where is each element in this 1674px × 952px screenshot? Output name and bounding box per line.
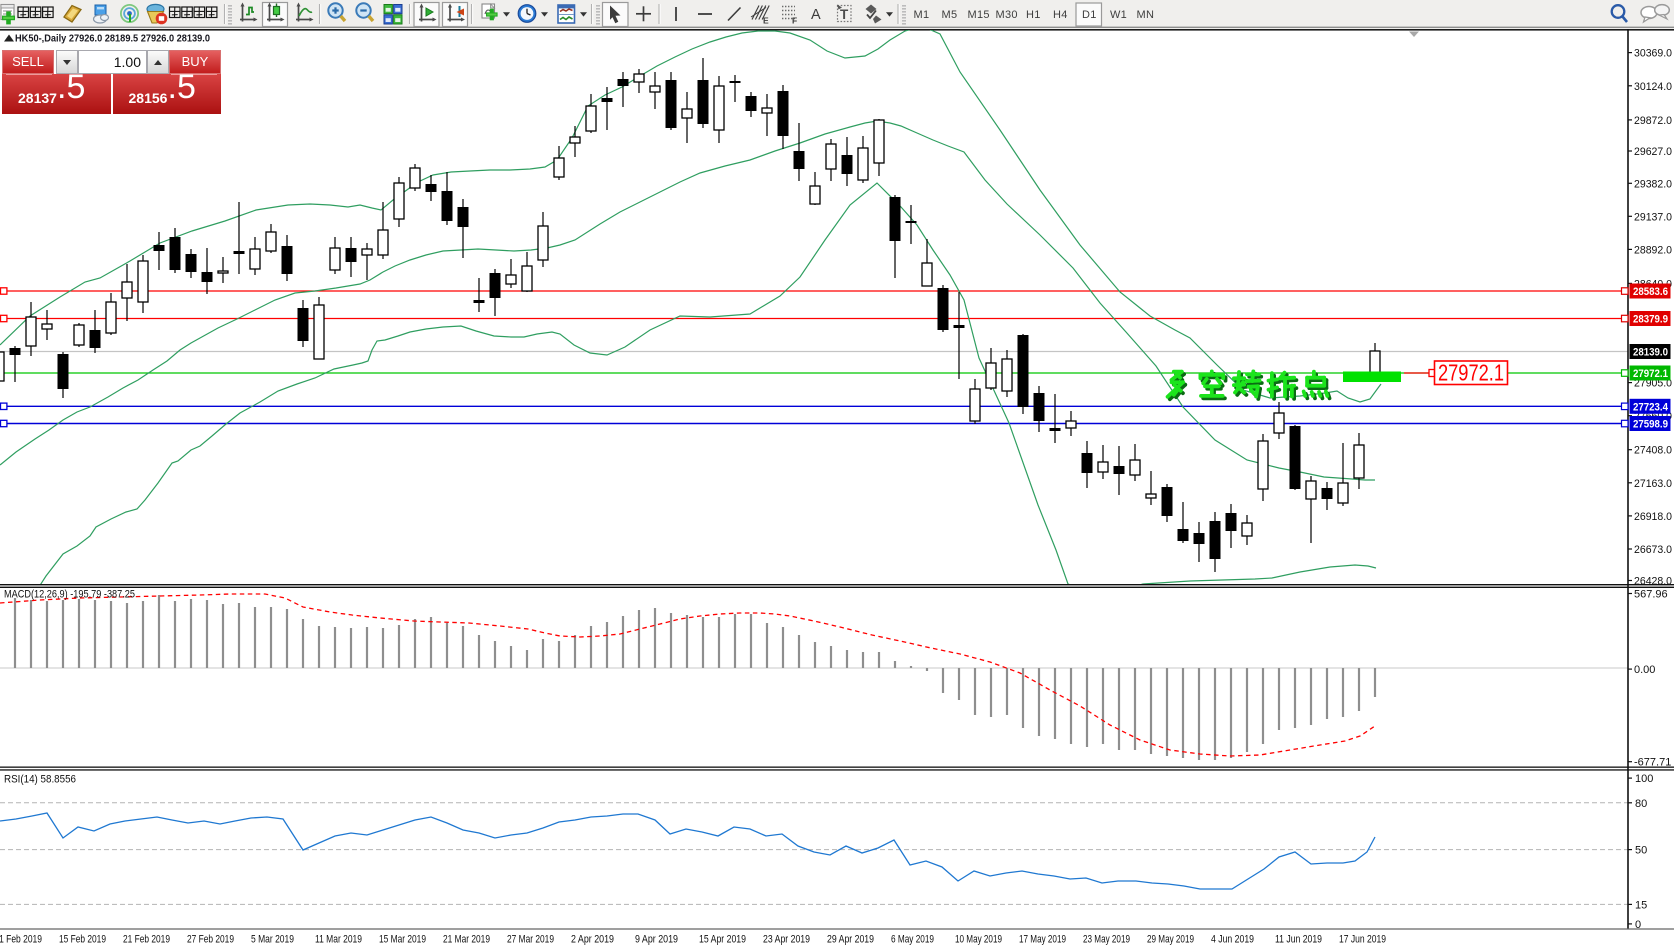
svg-text:F: F <box>792 16 797 26</box>
svg-text:15 Mar 2019: 15 Mar 2019 <box>379 934 426 946</box>
svg-text:10 May 2019: 10 May 2019 <box>955 934 1002 946</box>
svg-text:MN: MN <box>1137 9 1155 21</box>
svg-text:28139.0: 28139.0 <box>1633 347 1668 359</box>
svg-text:29137.0: 29137.0 <box>1634 211 1672 223</box>
svg-text:T: T <box>840 7 849 22</box>
svg-text:E: E <box>763 16 769 26</box>
svg-text:H1: H1 <box>1026 9 1041 21</box>
svg-text:26428.0: 26428.0 <box>1634 576 1672 588</box>
svg-text:30124.0: 30124.0 <box>1634 81 1672 93</box>
svg-text:27972.1: 27972.1 <box>1438 360 1504 386</box>
svg-text:27905.0: 27905.0 <box>1634 378 1672 390</box>
svg-text:27972.1: 27972.1 <box>1633 368 1668 380</box>
svg-text:17 May 2019: 17 May 2019 <box>1019 934 1066 946</box>
svg-text:9 Apr 2019: 9 Apr 2019 <box>635 934 678 946</box>
svg-text:15: 15 <box>1635 899 1647 911</box>
svg-text:21 Mar 2019: 21 Mar 2019 <box>443 934 490 946</box>
svg-text:D1: D1 <box>1082 9 1097 21</box>
svg-text:M1: M1 <box>914 9 930 21</box>
svg-text:23 Apr 2019: 23 Apr 2019 <box>763 934 810 946</box>
svg-text:80: 80 <box>1635 798 1647 810</box>
svg-text:11 Mar 2019: 11 Mar 2019 <box>315 934 362 946</box>
svg-text:6 May 2019: 6 May 2019 <box>891 934 934 946</box>
svg-text:5 Mar 2019: 5 Mar 2019 <box>251 934 294 946</box>
svg-text:27408.0: 27408.0 <box>1634 445 1672 457</box>
svg-text:29 Apr 2019: 29 Apr 2019 <box>827 934 874 946</box>
svg-text:26673.0: 26673.0 <box>1634 544 1672 556</box>
svg-text:11 Jun 2019: 11 Jun 2019 <box>1275 934 1322 946</box>
svg-text:0: 0 <box>1635 919 1641 931</box>
svg-text:50: 50 <box>1635 845 1647 857</box>
svg-text:29872.0: 29872.0 <box>1634 115 1672 127</box>
svg-text:4 Jun 2019: 4 Jun 2019 <box>1211 934 1254 946</box>
svg-text:RSI(14) 58.8556: RSI(14) 58.8556 <box>4 774 76 786</box>
svg-text:M5: M5 <box>942 9 958 21</box>
svg-text:21 Feb 2019: 21 Feb 2019 <box>123 934 170 946</box>
svg-text:M30: M30 <box>996 9 1018 21</box>
svg-text:23 May 2019: 23 May 2019 <box>1083 934 1130 946</box>
svg-text:28379.9: 28379.9 <box>1633 314 1668 326</box>
svg-text:27 Mar 2019: 27 Mar 2019 <box>507 934 554 946</box>
svg-text:0.00: 0.00 <box>1634 664 1655 676</box>
svg-text:MACD(12,26,9) -195.79 -387.25: MACD(12,26,9) -195.79 -387.25 <box>4 589 135 601</box>
svg-text:567.96: 567.96 <box>1634 589 1668 601</box>
svg-text:29 May 2019: 29 May 2019 <box>1147 934 1194 946</box>
svg-text:17 Jun 2019: 17 Jun 2019 <box>1339 934 1386 946</box>
svg-text:15 Apr 2019: 15 Apr 2019 <box>699 934 746 946</box>
svg-text:26918.0: 26918.0 <box>1634 511 1672 523</box>
svg-text:29627.0: 29627.0 <box>1634 146 1672 158</box>
svg-text:27723.4: 27723.4 <box>1633 401 1669 413</box>
svg-text:27598.9: 27598.9 <box>1633 419 1668 431</box>
svg-text:M15: M15 <box>968 9 990 21</box>
svg-text:HK50-,Daily 27926.0 28189.5 2: HK50-,Daily 27926.0 28189.5 27926.0 2813… <box>15 33 210 45</box>
svg-text:A: A <box>811 7 821 23</box>
svg-text:H4: H4 <box>1053 9 1068 21</box>
svg-text:30369.0: 30369.0 <box>1634 48 1672 60</box>
svg-text:2 Apr 2019: 2 Apr 2019 <box>571 934 614 946</box>
svg-text:29382.0: 29382.0 <box>1634 178 1672 190</box>
svg-text:11 Feb 2019: 11 Feb 2019 <box>0 934 42 946</box>
svg-text:27163.0: 27163.0 <box>1634 478 1672 490</box>
svg-text:28892.0: 28892.0 <box>1634 244 1672 256</box>
svg-text:100: 100 <box>1635 773 1653 785</box>
svg-text:28583.6: 28583.6 <box>1633 286 1668 298</box>
svg-text:15 Feb 2019: 15 Feb 2019 <box>59 934 106 946</box>
svg-text:W1: W1 <box>1110 9 1127 21</box>
svg-text:-677.71: -677.71 <box>1634 757 1671 769</box>
svg-text:27 Feb 2019: 27 Feb 2019 <box>187 934 234 946</box>
